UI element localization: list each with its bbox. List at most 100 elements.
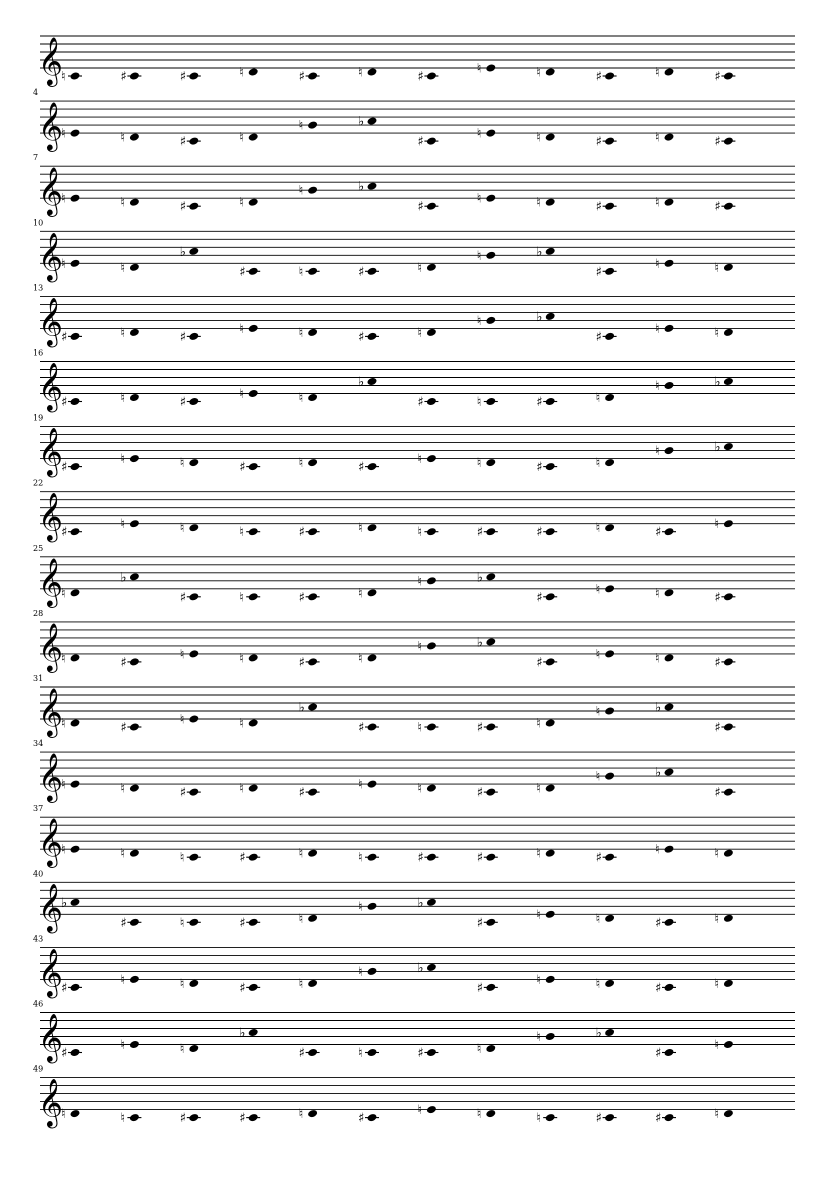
note-head [367,68,377,76]
note-head [189,137,199,145]
staff-system: 49𝄞♮ ♮ ♯ ♯ ♮ ♯♮ ♮ ♮ ♯ ♯ ♮ [33,1065,795,1129]
note-head [545,975,555,983]
sharp-icon: ♯ [596,200,602,215]
note: ♮ [596,647,615,662]
natural-icon: ♮ [239,66,244,81]
natural-icon: ♮ [655,322,660,337]
natural-icon: ♮ [655,131,660,146]
treble-clef-icon: 𝄞 [38,817,63,868]
staff-system: 46𝄞♯♮ ♮♭♯ ♮ ♯ ♮♮ ♭♯♮ [33,1000,795,1064]
note-head [367,723,377,731]
note-head [723,328,733,336]
note: ♮ [417,639,436,654]
staff-system: 25𝄞♮♭♯ ♮ ♯ ♮♮ ♭♯♮ ♮ ♯ [33,544,795,608]
sharp-icon: ♯ [239,851,245,866]
note-head [129,573,139,581]
note: ♮ [61,586,80,601]
staff-system: 31𝄞♮ ♯♮ ♮♭♯ ♮ ♯ ♮♮ ♭♯ [33,674,795,738]
sharp-icon: ♯ [61,395,67,410]
sharp-icon: ♯ [417,70,423,85]
note: ♯ [477,721,498,736]
note: ♮ [477,249,496,264]
note: ♮ [655,257,674,272]
note-head [70,898,80,906]
sharp-icon: ♯ [180,590,186,605]
note-head [426,202,436,210]
sharp-icon: ♯ [180,1111,186,1126]
note: ♮ [536,908,555,923]
note: ♭ [299,701,318,716]
sharp-icon: ♯ [417,200,423,215]
note: ♮ [655,651,674,666]
natural-icon: ♮ [358,900,363,915]
flat-icon: ♭ [239,1026,245,1041]
note: ♯ [596,200,617,215]
natural-icon: ♮ [61,843,66,858]
note-head [367,780,377,788]
natural-icon: ♮ [655,444,660,459]
note: ♯ [239,460,261,475]
note-head [723,443,733,451]
note: ♮ [477,62,496,77]
note-head [664,133,674,141]
note-head [248,68,258,76]
sharp-icon: ♯ [180,786,186,801]
sharp-icon: ♯ [299,525,305,540]
note-head [308,658,318,666]
natural-icon: ♮ [655,586,660,601]
note-head [367,1049,377,1056]
note: ♮ [596,391,615,406]
natural-icon: ♮ [61,1107,66,1122]
note-head [605,1029,615,1036]
note: ♯ [417,1046,439,1061]
sharp-icon: ♯ [239,1111,245,1126]
sharp-icon: ♯ [655,525,661,540]
natural-icon: ♮ [596,391,601,406]
natural-icon: ♮ [417,452,422,467]
note-head [70,398,80,405]
note: ♯ [239,916,261,931]
note: ♯ [477,786,498,801]
note-head [248,528,258,536]
note-head [70,463,80,471]
flat-icon: ♭ [299,701,305,716]
sharp-icon: ♯ [120,721,126,736]
note-head [189,524,199,532]
note: ♮ [655,586,674,601]
note: ♮ [714,1107,733,1122]
note: ♯ [180,200,201,215]
note-head [723,979,733,987]
note: ♮ [596,705,615,720]
note: ♯ [714,135,736,150]
note: ♯ [61,525,82,540]
natural-icon: ♮ [299,184,304,199]
note: ♯ [417,70,439,85]
treble-clef-icon: 𝄞 [38,492,63,543]
note-head [486,528,496,536]
note: ♮ [239,525,261,540]
note-head [129,849,139,857]
note-head [605,137,615,145]
note-head [545,68,555,76]
natural-icon: ♮ [239,525,244,540]
note-head [545,198,555,206]
note: ♮ [417,452,436,467]
note: ♮ [239,717,258,732]
note-head [70,654,80,662]
sharp-icon: ♯ [714,786,720,801]
sharp-icon: ♯ [239,460,245,475]
note-head [308,703,318,711]
note: ♮ [596,582,615,597]
note: ♮ [596,977,615,992]
note-head [70,194,80,202]
staff-system: 19𝄞♯♮ ♮ ♯ ♮ ♯♮ ♮ ♯ ♮♮ ♭ [33,414,795,478]
note: ♮ [477,1042,496,1057]
natural-icon: ♮ [536,66,541,81]
treble-clef-icon: 𝄞 [38,687,63,738]
note: ♭ [239,1026,258,1041]
natural-icon: ♮ [596,977,601,992]
note-head [367,463,377,471]
natural-icon: ♮ [655,66,660,81]
natural-icon: ♮ [61,192,66,207]
staff-system: 16𝄞♯ ♮ ♯♮ ♮♭♯ ♮ ♯ ♮♮ ♭ [33,349,795,413]
